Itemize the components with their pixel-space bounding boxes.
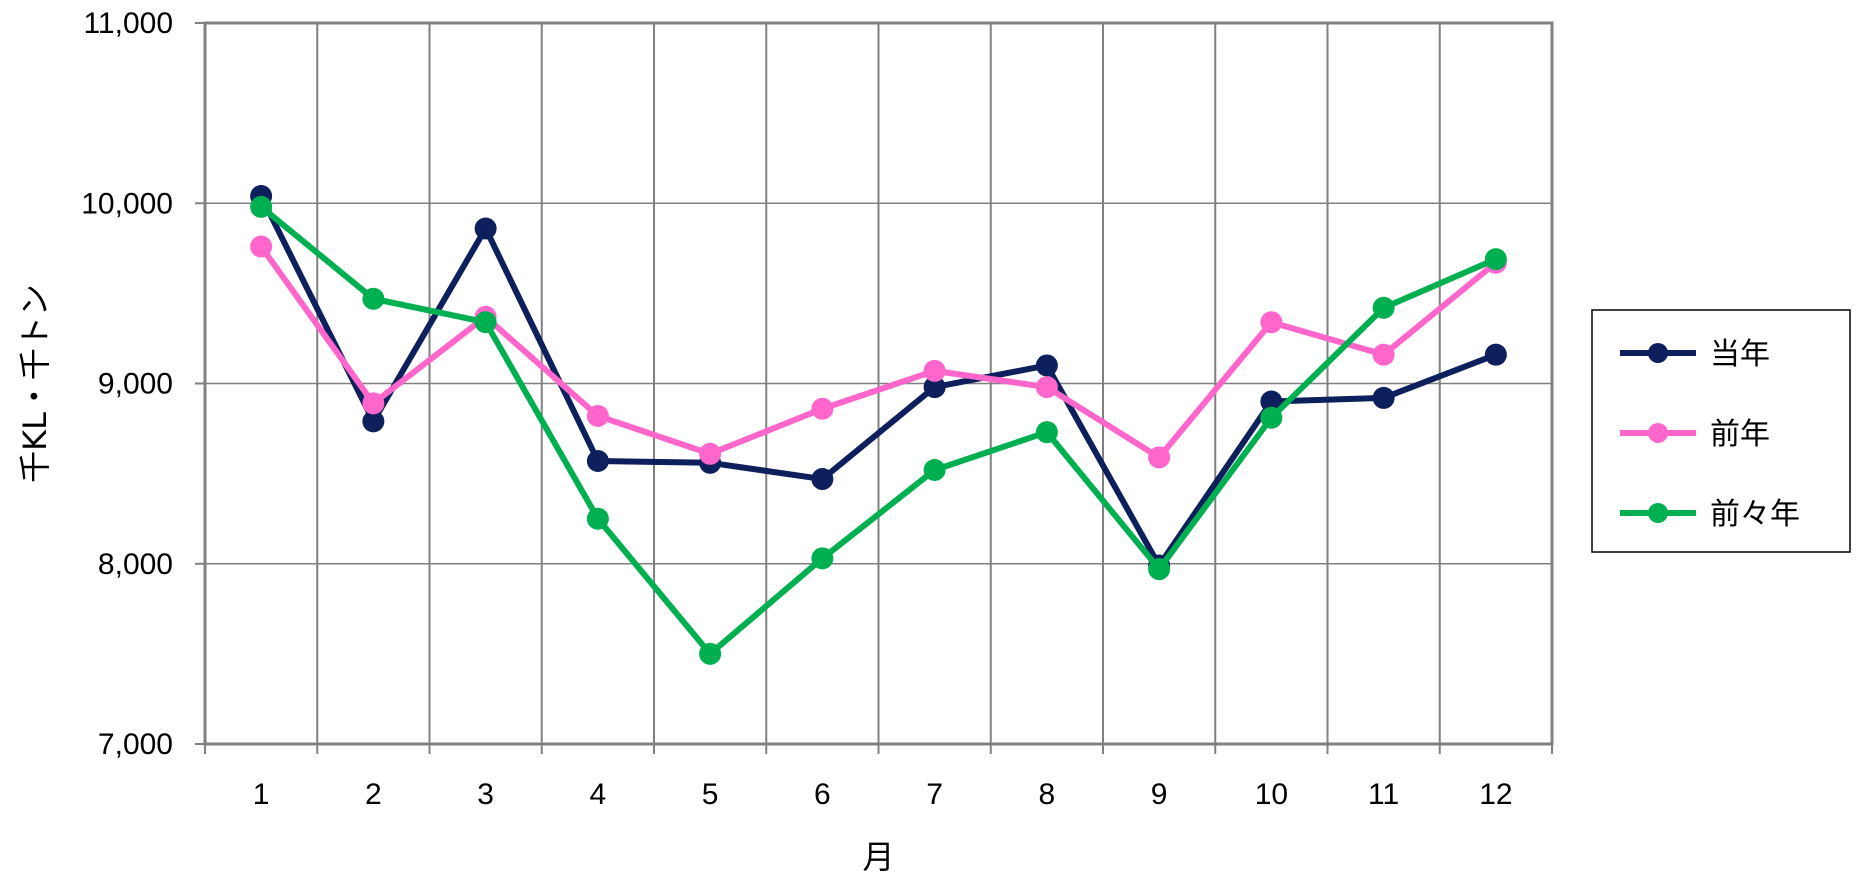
series-layer — [250, 185, 1507, 665]
data-point — [1035, 376, 1058, 399]
y-tick-label: 8,000 — [98, 548, 173, 581]
data-point — [362, 287, 385, 310]
data-point — [1484, 343, 1507, 366]
data-point — [250, 195, 273, 218]
y-tick-label: 9,000 — [98, 368, 173, 401]
data-point — [474, 311, 497, 334]
data-point — [586, 450, 609, 473]
x-tick-label: 3 — [477, 778, 494, 811]
data-point — [923, 359, 946, 382]
data-point — [1372, 296, 1395, 319]
data-point — [1484, 248, 1507, 271]
data-point — [923, 459, 946, 482]
data-point — [586, 404, 609, 427]
legend-label: 前年 — [1710, 417, 1770, 452]
data-point — [1260, 311, 1283, 334]
x-axis-title: 月 — [862, 838, 894, 876]
data-point — [923, 376, 946, 399]
y-tick-label: 11,000 — [83, 7, 173, 40]
legend-label: 当年 — [1710, 337, 1770, 372]
legend-label: 前々年 — [1710, 497, 1800, 532]
series-line — [259, 204, 1498, 657]
legend-marker — [1648, 343, 1668, 363]
x-tick-label: 1 — [253, 778, 270, 811]
data-point — [1148, 446, 1171, 469]
legend-marker — [1648, 503, 1668, 523]
legend-item: 前々年 — [1620, 497, 1800, 532]
data-point — [811, 547, 834, 570]
x-tick-label: 5 — [702, 778, 719, 811]
data-point — [362, 392, 385, 415]
x-tick-label: 6 — [814, 778, 831, 811]
data-point — [1260, 406, 1283, 429]
y-axis-ticks: 7,000 8,000 9,000 10,000 11,000 — [81, 7, 205, 761]
series-1 — [250, 185, 1507, 577]
data-point — [250, 235, 273, 258]
data-point — [699, 642, 722, 665]
data-point — [1372, 343, 1395, 366]
x-tick-label: 7 — [926, 778, 943, 811]
data-point — [811, 468, 834, 491]
data-point — [1372, 386, 1395, 409]
x-tick-label: 9 — [1151, 778, 1168, 811]
data-point — [1035, 354, 1058, 377]
data-point — [1260, 390, 1283, 413]
x-tick-label: 8 — [1039, 778, 1056, 811]
x-tick-label: 2 — [365, 778, 382, 811]
data-point — [1148, 558, 1171, 581]
data-point — [474, 217, 497, 240]
legend-item: 当年 — [1620, 337, 1770, 372]
grid — [205, 23, 1552, 744]
data-point — [1035, 421, 1058, 444]
y-tick-label: 7,000 — [98, 728, 173, 761]
data-point — [362, 410, 385, 433]
y-axis-title: 千KL・千トン — [16, 284, 54, 483]
data-point — [586, 507, 609, 530]
series-3 — [250, 195, 1507, 665]
x-tick-label: 12 — [1479, 778, 1512, 811]
legend-item: 前年 — [1620, 417, 1770, 452]
x-tick-label: 10 — [1255, 778, 1288, 811]
x-tick-label: 4 — [590, 778, 607, 811]
legend-marker — [1648, 423, 1668, 443]
data-point — [811, 397, 834, 420]
x-axis-ticks: 1 2 3 4 5 6 7 8 9 10 11 12 — [204, 744, 1553, 811]
data-point — [699, 442, 722, 465]
y-tick-label: 10,000 — [81, 187, 173, 220]
x-tick-label: 11 — [1368, 778, 1399, 811]
series-line — [258, 244, 1498, 461]
